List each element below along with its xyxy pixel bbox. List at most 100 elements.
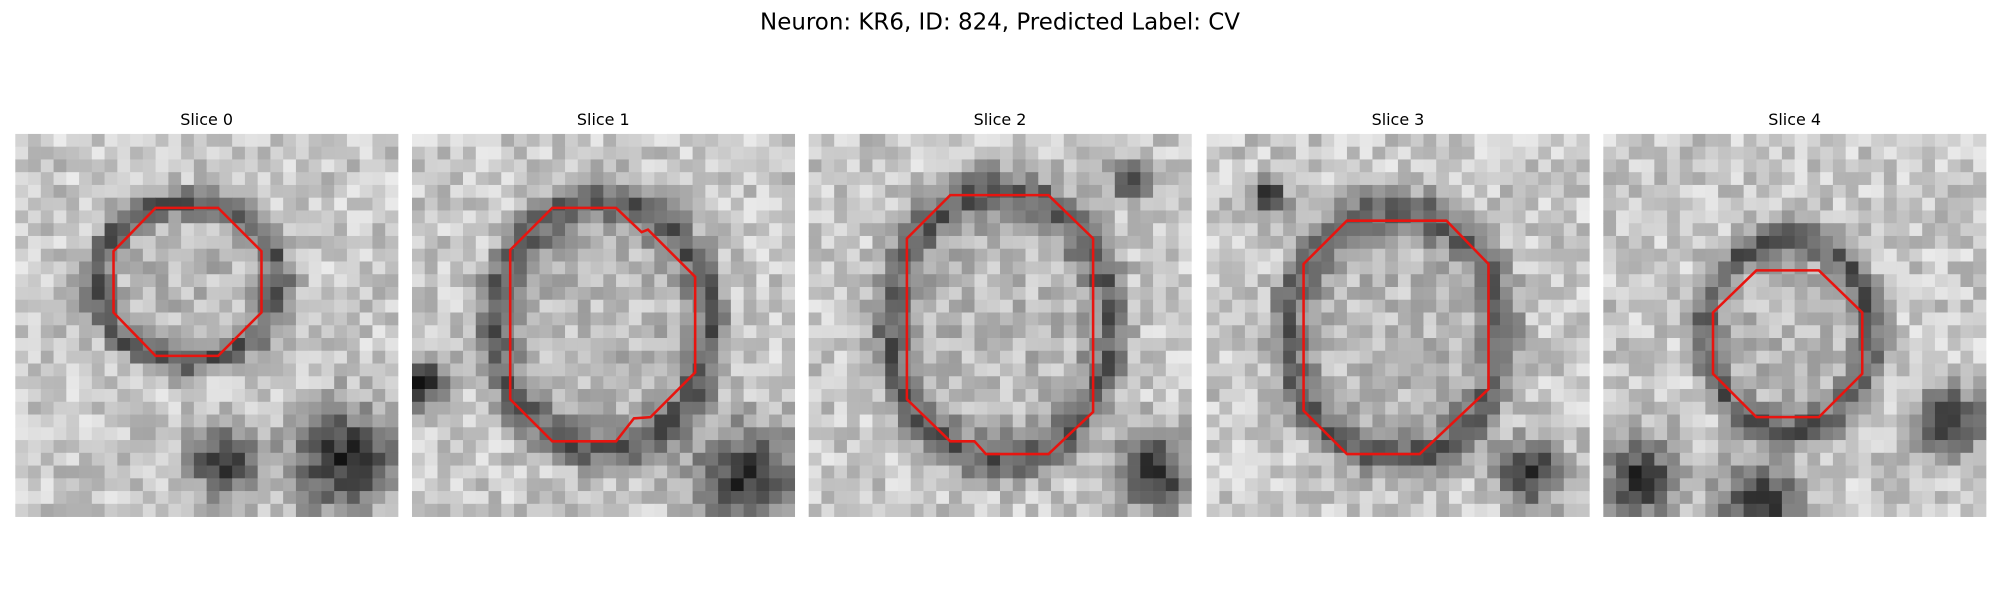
image-pixel: [897, 338, 912, 352]
image-pixel: [1769, 146, 1783, 160]
image-pixel: [1845, 299, 1859, 313]
image-pixel: [372, 440, 386, 454]
image-pixel: [577, 223, 591, 237]
image-pixel: [475, 159, 489, 173]
image-pixel: [654, 210, 668, 224]
image-pixel: [1832, 503, 1847, 517]
image-pixel: [334, 184, 348, 199]
image-pixel: [1178, 299, 1192, 313]
image-pixel: [1845, 248, 1859, 262]
image-pixel: [295, 465, 310, 479]
image-pixel: [1934, 210, 1949, 224]
image-pixel: [1858, 503, 1872, 517]
image-pixel: [1076, 159, 1090, 173]
image-pixel: [1628, 478, 1642, 492]
image-pixel: [781, 414, 796, 428]
image-pixel: [679, 197, 693, 211]
image-pixel: [974, 427, 988, 441]
image-pixel: [295, 184, 310, 199]
image-pixel: [1308, 274, 1322, 288]
image-pixel: [321, 197, 335, 211]
image-pixel: [219, 159, 233, 173]
image-pixel: [450, 503, 464, 517]
image-pixel: [219, 363, 233, 377]
image-pixel: [577, 338, 591, 352]
image-pixel: [1551, 197, 1565, 211]
image-pixel: [1076, 274, 1090, 288]
image-pixel: [1165, 376, 1179, 390]
image-pixel: [1628, 350, 1642, 364]
image-pixel: [1616, 389, 1630, 403]
image-pixel: [872, 376, 886, 390]
image-pixel: [1397, 350, 1412, 364]
image-pixel: [603, 350, 617, 364]
image-pixel: [1692, 325, 1706, 339]
image-pixel: [1705, 223, 1719, 237]
image-pixel: [40, 440, 54, 454]
image-pixel: [1692, 478, 1706, 492]
image-pixel: [155, 338, 169, 352]
image-pixel: [1743, 427, 1757, 441]
image-pixel: [79, 146, 93, 160]
image-pixel: [1679, 478, 1693, 492]
image-pixel: [104, 376, 118, 390]
image-pixel: [1436, 159, 1450, 173]
image-pixel: [756, 401, 770, 415]
image-pixel: [104, 338, 118, 352]
image-pixel: [1127, 223, 1141, 237]
image-pixel: [743, 299, 757, 313]
image-pixel: [1871, 465, 1885, 479]
image-pixel: [104, 363, 118, 377]
image-pixel: [705, 427, 719, 441]
image-pixel: [1679, 223, 1693, 237]
image-pixel: [859, 325, 873, 339]
image-pixel: [181, 376, 195, 390]
image-pixel: [1178, 363, 1192, 377]
image-pixel: [79, 350, 93, 364]
image-pixel: [1641, 299, 1655, 313]
image-pixel: [1487, 159, 1501, 173]
image-pixel: [142, 235, 156, 250]
image-pixel: [808, 312, 822, 326]
image-pixel: [1051, 159, 1065, 173]
image-pixel: [552, 465, 566, 479]
image-pixel: [1563, 261, 1577, 275]
image-pixel: [1232, 363, 1246, 377]
image-pixel: [1474, 363, 1488, 377]
image-pixel: [359, 503, 373, 517]
image-pixel: [346, 235, 361, 250]
image-pixel: [692, 491, 706, 505]
image-pixel: [463, 350, 477, 364]
image-pixel: [155, 133, 169, 148]
image-pixel: [1257, 427, 1271, 441]
image-pixel: [1679, 376, 1693, 390]
image-pixel: [424, 133, 438, 148]
image-pixel: [577, 465, 591, 479]
image-pixel: [1679, 338, 1693, 352]
image-pixel: [1807, 184, 1821, 199]
image-pixel: [1359, 491, 1373, 505]
image-pixel: [987, 172, 1001, 186]
image-pixel: [987, 133, 1001, 148]
image-pixel: [257, 350, 271, 364]
image-pixel: [987, 478, 1001, 492]
image-pixel: [1127, 363, 1141, 377]
image-pixel: [1667, 223, 1681, 237]
image-pixel: [1436, 286, 1450, 301]
image-pixel: [1973, 350, 1987, 364]
image-pixel: [1114, 389, 1128, 403]
image-pixel: [948, 401, 963, 415]
image-pixel: [1641, 363, 1655, 377]
image-pixel: [1654, 223, 1668, 237]
image-pixel: [15, 274, 29, 288]
image-pixel: [1206, 197, 1220, 211]
image-pixel: [1512, 312, 1526, 326]
image-pixel: [232, 184, 246, 199]
image-pixel: [1321, 133, 1335, 148]
image-pixel: [321, 159, 335, 173]
image-pixel: [155, 427, 169, 441]
image-pixel: [1346, 146, 1361, 160]
image-pixel: [872, 414, 886, 428]
image-pixel: [1153, 503, 1167, 517]
image-pixel: [1960, 478, 1974, 492]
